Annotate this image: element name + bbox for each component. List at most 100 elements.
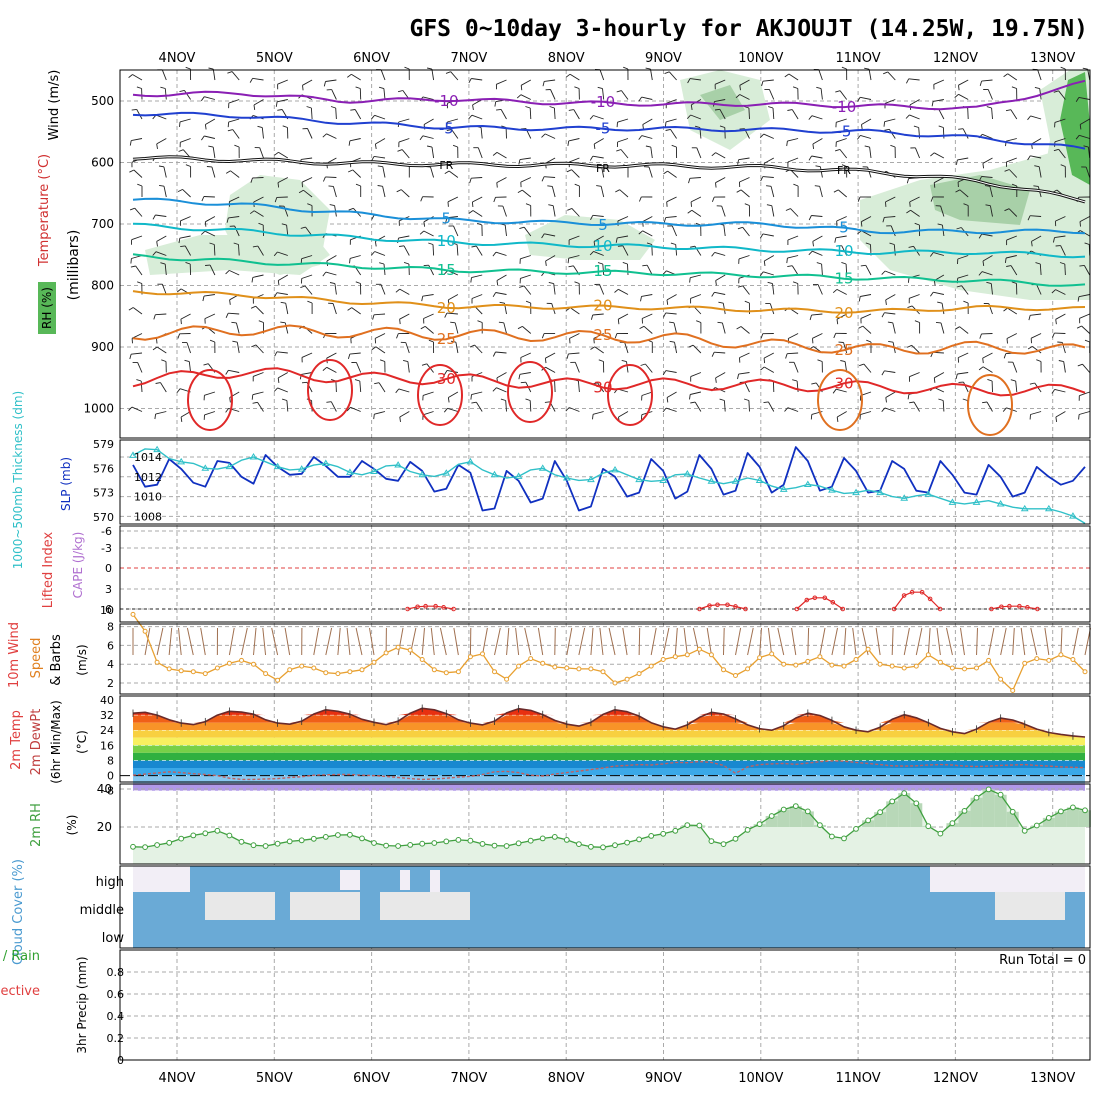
wind-speed-marker	[276, 678, 280, 682]
cloud-gap	[450, 892, 470, 920]
rh-marker	[384, 843, 389, 848]
wind-barb-flag	[934, 378, 935, 383]
temp-band	[133, 745, 1085, 753]
wind-speed-marker	[481, 652, 485, 656]
wind-speed-marker	[758, 656, 762, 660]
wind-barb	[943, 128, 944, 139]
wind-speed-marker	[1011, 689, 1015, 693]
isotherm-label: 10	[834, 242, 853, 260]
slp-tick-label: 1014	[134, 451, 162, 464]
wind-barb-flag	[936, 322, 941, 323]
wind-speed-marker	[420, 658, 424, 662]
wind-barb	[1065, 264, 1066, 275]
wind-barb-flag	[303, 85, 304, 90]
wind-barb-flag	[400, 319, 401, 324]
isotherm-label: 25	[437, 330, 456, 348]
wind-barb-flag	[958, 129, 963, 130]
wind-barb-flag	[472, 202, 473, 207]
wind-speed-marker	[987, 658, 991, 662]
wind-barb-flag	[934, 183, 935, 188]
wind-speed-marker	[830, 663, 834, 667]
wind10m-label-3: & Barbs	[49, 634, 64, 686]
rh-marker	[902, 791, 907, 796]
wind-barb-flag	[252, 395, 253, 400]
rh-marker	[577, 842, 582, 847]
li-tick-label: 0	[105, 562, 112, 575]
wind-speed-marker	[312, 666, 316, 670]
rh-marker	[1083, 808, 1088, 813]
wind-speed-marker	[975, 666, 979, 670]
wind-barb-10m	[639, 628, 640, 655]
wind-speed-marker	[432, 668, 436, 672]
rh-marker	[444, 839, 449, 844]
rh-marker	[733, 836, 738, 841]
rh-axis-label: RH (%)	[40, 287, 54, 329]
wind-speed-marker	[685, 653, 689, 657]
wind-speed-marker	[649, 664, 653, 668]
thickness-tick-label: 573	[93, 487, 114, 500]
wind-speed-marker	[890, 664, 894, 668]
rh-marker	[745, 828, 750, 833]
temp-tick-label: 24	[100, 724, 114, 737]
bottom-date-label: 12NOV	[933, 1071, 978, 1086]
cape-tick-label: 10	[100, 604, 114, 617]
isotherm-label: 15	[437, 261, 456, 279]
rh-marker	[721, 842, 726, 847]
wind-barb	[749, 108, 750, 119]
wind-barb-flag	[959, 85, 960, 90]
slp-tick-label: 1012	[134, 471, 162, 484]
temp-tick-label: 0	[107, 770, 114, 783]
bottom-date-label: 7NOV	[450, 1071, 487, 1086]
wind-speed-marker	[878, 662, 882, 666]
wind-speed-marker	[770, 652, 774, 656]
wind-barb-flag	[302, 382, 307, 383]
wind-speed-marker	[493, 670, 497, 674]
rh-marker	[131, 844, 136, 849]
rh-marker	[685, 823, 690, 828]
wind-barb-flag	[326, 402, 331, 403]
wind-speed-marker	[1035, 657, 1039, 661]
wind-tick-label: 8	[107, 621, 114, 634]
wind10m-label-1: 10m Wind	[7, 622, 22, 688]
rh-marker	[793, 804, 798, 809]
wind-speed-marker	[288, 668, 292, 672]
rh-marker	[938, 831, 943, 836]
rh-marker	[540, 836, 545, 841]
rh-marker	[1046, 816, 1051, 821]
wind-barb	[433, 245, 434, 256]
top-date-label: 10NOV	[738, 51, 783, 66]
precip-axis-label: 3hr Precip (mm)	[75, 956, 89, 1053]
wind-speed-marker	[637, 672, 641, 676]
slp-axis-label: SLP (mb)	[59, 457, 73, 511]
isotherm-label: 15	[593, 262, 612, 280]
isotherm-label: 30	[834, 374, 853, 392]
rh-marker	[456, 838, 461, 843]
wind-barb-flag	[787, 258, 788, 263]
isotherm-label: -5	[439, 119, 454, 137]
wind-barb-flag	[521, 85, 522, 90]
rh-marker	[962, 809, 967, 814]
rh-marker	[143, 845, 148, 850]
temp-label-2: 2m DewPt	[29, 709, 44, 776]
wind-speed-marker	[866, 647, 870, 651]
chart-title: GFS 0~10day 3-hourly for AKJOUJT (14.25W…	[409, 16, 1088, 42]
wind-barb-flag	[642, 265, 647, 266]
wind-speed-marker	[950, 666, 954, 670]
wind-speed-marker	[215, 666, 219, 670]
bottom-date-label: 13NOV	[1030, 1071, 1075, 1086]
wind-barb-flag	[1007, 339, 1008, 344]
rh-marker	[372, 841, 377, 846]
rh-marker	[842, 836, 847, 841]
wind-speed-marker	[1047, 658, 1051, 662]
rh-marker	[275, 841, 280, 846]
isotherm-label: 30	[437, 370, 456, 388]
temp-band	[133, 753, 1085, 761]
rh-marker	[950, 821, 955, 826]
bottom-date-label: 5NOV	[256, 1071, 293, 1086]
rh2m-unit: (%)	[65, 815, 79, 836]
slp-tick-label: 1010	[134, 491, 162, 504]
wind-barb-flag	[499, 322, 504, 323]
top-date-label: 7NOV	[450, 51, 487, 66]
isotherm-label: 5	[598, 216, 608, 234]
rh-marker	[661, 831, 666, 836]
